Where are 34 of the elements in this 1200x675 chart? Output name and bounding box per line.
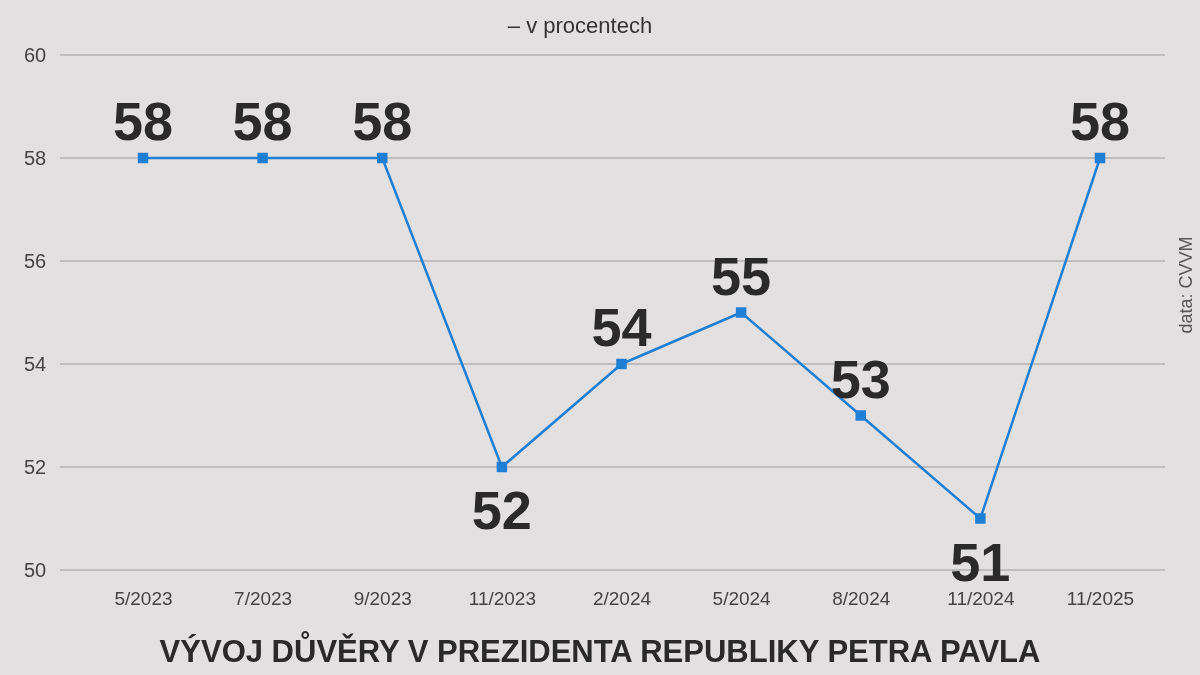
- point: [377, 152, 388, 164]
- x-tick-label: 11/2023: [468, 587, 537, 609]
- y-tick-label: 54: [23, 352, 47, 375]
- data-label: 53: [830, 348, 891, 409]
- data-label: 54: [591, 297, 652, 357]
- y-tick-label: 56: [23, 249, 47, 272]
- x-tick-label: 9/2023: [353, 587, 412, 609]
- text: VÝVOJ DŮVĚRY V PREZIDENTA REPUBLIKY PETRA PAVLA: [159, 631, 1041, 669]
- point: [616, 358, 627, 370]
- point: [1094, 152, 1106, 164]
- data-label: 58: [112, 91, 174, 151]
- x-tick-label: 5/2023: [114, 587, 173, 609]
- x-tick-label: 7/2023: [234, 587, 293, 609]
- data-label: 52: [471, 480, 532, 540]
- point: [137, 152, 149, 164]
- x-tick-label: 2/2024: [592, 587, 652, 609]
- x-tick-label: 8/2024: [832, 587, 891, 609]
- chart-subtitle: – v procentech: [507, 13, 653, 38]
- point: [257, 152, 268, 164]
- point: [496, 461, 508, 473]
- data-label: 58: [232, 91, 293, 151]
- data-label: 58: [1069, 91, 1131, 151]
- y-tick-label: 58: [23, 146, 47, 169]
- text: data: CVVM: [1176, 236, 1196, 334]
- y-tick-label: 60: [23, 43, 47, 66]
- y-tick-label: 52: [23, 455, 47, 478]
- x-tick-label: 11/2025: [1066, 587, 1135, 609]
- data-label: 58: [352, 91, 413, 151]
- point: [975, 513, 986, 524]
- point: [855, 410, 866, 421]
- x-tick-label: 5/2024: [712, 587, 772, 609]
- point: [735, 307, 747, 318]
- data-label: 55: [711, 245, 772, 306]
- y-tick-label: 50: [23, 558, 47, 581]
